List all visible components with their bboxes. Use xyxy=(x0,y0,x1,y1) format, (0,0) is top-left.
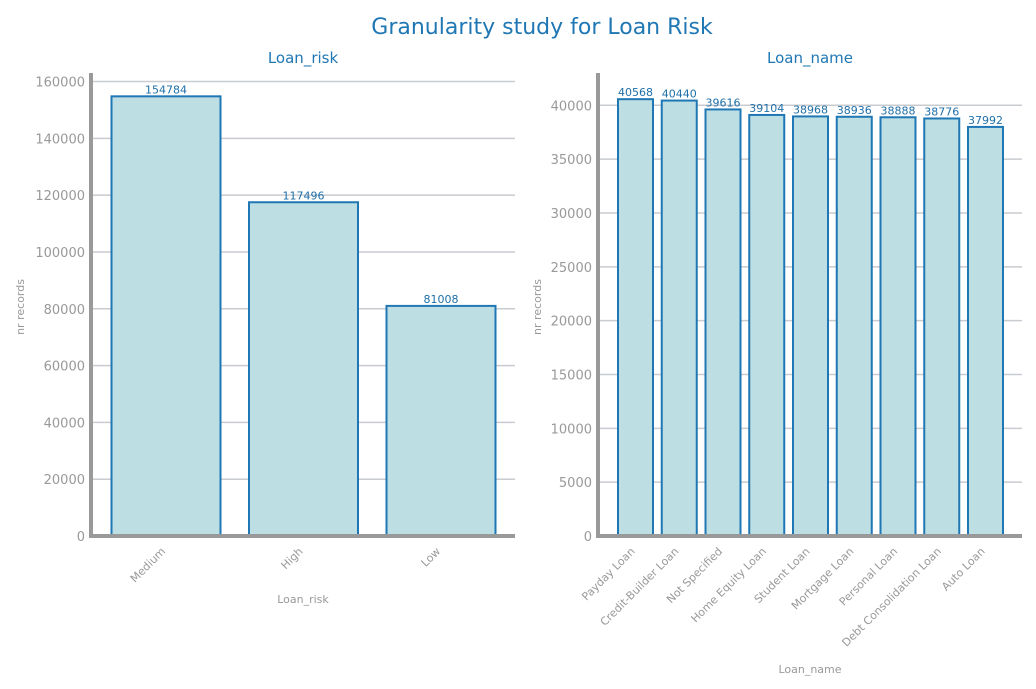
loan-risk-data-label: 117496 xyxy=(283,189,325,202)
loan-risk-data-label: 154784 xyxy=(145,83,187,96)
loan-name-y-tick-label: 35000 xyxy=(551,153,592,168)
loan-name-y-tick-label: 40000 xyxy=(551,99,592,114)
loan-name-x-axis-label: Loan_name xyxy=(778,663,841,676)
loan-name-data-label: 40568 xyxy=(618,86,653,99)
loan-name-chart-title: Loan_name xyxy=(767,49,853,68)
loan-name-bar xyxy=(967,125,1004,538)
loan-risk-y-tick-label: 100000 xyxy=(35,246,85,261)
loan-name-data-label: 40440 xyxy=(662,88,697,101)
loan-name-data-label: 39616 xyxy=(706,96,741,109)
figure-title: Granularity study for Loan Risk xyxy=(371,15,713,40)
loan-risk-y-tick-label: 20000 xyxy=(44,473,85,488)
loan-risk-y-tick-label: 60000 xyxy=(44,360,85,375)
loan-name-data-label: 37992 xyxy=(968,114,1003,127)
loan-name-y-axis-label: nr records xyxy=(531,279,544,335)
loan-name-data-label: 39104 xyxy=(749,102,784,115)
loan-name-bar xyxy=(617,98,654,537)
loan-risk-y-tick-label: 40000 xyxy=(44,416,85,431)
loan-name-y-tick-label: 20000 xyxy=(551,315,592,330)
loan-name-data-label: 38776 xyxy=(924,105,959,118)
loan-name-x-tick-label: Auto Loan xyxy=(939,545,987,593)
loan-name-x-tick-label: Home Equity Loan xyxy=(689,545,769,625)
loan-risk-x-tick-label: High xyxy=(279,545,306,572)
loan-name-bar xyxy=(879,116,917,537)
loan-risk-y-tick-label: 160000 xyxy=(35,76,85,91)
loan-name-y-tick-label: 10000 xyxy=(551,422,592,437)
loan-name-y-tick-label: 25000 xyxy=(551,261,592,276)
loan-name-bar xyxy=(704,108,742,538)
loan-name-bar xyxy=(748,113,786,537)
loan-name-data-label: 38888 xyxy=(881,104,916,117)
loan-name-bar xyxy=(660,99,698,538)
loan-name-y-tick-label: 5000 xyxy=(559,476,592,491)
loan-risk-bar xyxy=(385,304,497,537)
loan-risk-x-tick-label: Medium xyxy=(128,545,168,585)
loan-risk-y-tick-label: 80000 xyxy=(44,303,85,318)
loan-name-chart: Loan_name nr records Loan_name 0 5000 1000… xyxy=(531,49,1022,676)
loan-name-bar xyxy=(923,117,961,537)
loan-name-y-tick-label: 15000 xyxy=(551,368,592,383)
loan-risk-y-tick-label: 120000 xyxy=(35,189,85,204)
loan-risk-x-axis-label: Loan_risk xyxy=(277,593,329,606)
loan-name-y-tick-label: 30000 xyxy=(551,207,592,222)
loan-risk-chart: Loan_risk nr records Loan_risk 0 20000 400… xyxy=(14,49,515,606)
loan-risk-x-tick-label: Low xyxy=(419,545,444,570)
loan-name-x-tick-label: Credit-Builder Loan xyxy=(598,545,682,629)
loan-name-data-label: 38936 xyxy=(837,104,872,117)
loan-risk-bar xyxy=(248,201,359,537)
loan-risk-chart-title: Loan_risk xyxy=(268,49,339,68)
loan-risk-data-label: 81008 xyxy=(424,293,459,306)
loan-risk-y-axis-label: nr records xyxy=(14,279,27,335)
loan-name-bar xyxy=(835,115,873,537)
loan-name-data-label: 38968 xyxy=(793,103,828,116)
loan-name-y-tick-label: 0 xyxy=(584,530,592,545)
loan-name-bar xyxy=(792,115,829,537)
loan-risk-y-tick-label: 0 xyxy=(77,530,85,545)
loan-risk-y-tick-label: 140000 xyxy=(35,132,85,147)
loan-risk-bar xyxy=(110,95,222,538)
